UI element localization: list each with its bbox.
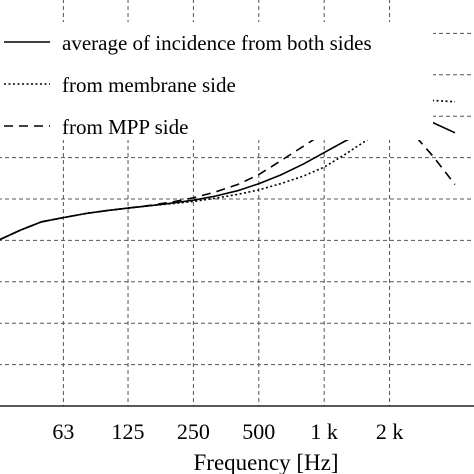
legend-label-mpp: from MPP side	[62, 115, 188, 139]
x-tick-label-2: 250	[177, 419, 210, 444]
legend-background	[0, 22, 433, 140]
legend-label-average: average of incidence from both sides	[62, 31, 372, 55]
x-axis-ticks: 63 125 250 500 1 k 2 k	[52, 419, 403, 444]
legend: average of incidence from both sides fro…	[4, 31, 372, 139]
x-axis-label: Frequency [Hz]	[194, 450, 339, 474]
x-tick-label-3: 500	[242, 419, 275, 444]
x-tick-label-5: 2 k	[376, 419, 404, 444]
plot-frame	[0, 405, 474, 407]
x-tick-label-0: 63	[52, 419, 74, 444]
x-tick-label-1: 125	[112, 419, 145, 444]
x-tick-label-4: 1 k	[310, 419, 338, 444]
legend-label-membrane: from membrane side	[62, 73, 236, 97]
